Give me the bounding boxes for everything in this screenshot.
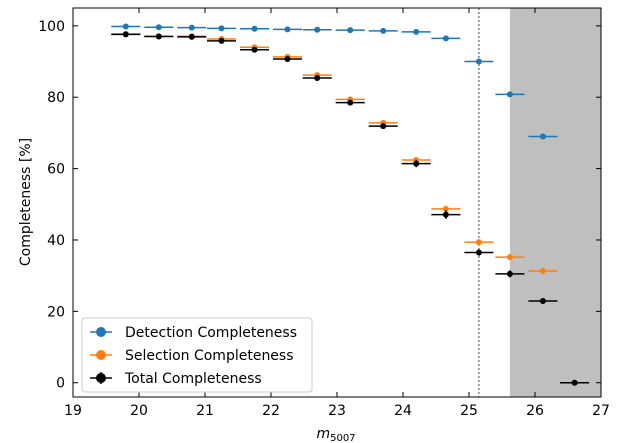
data-point — [347, 27, 354, 34]
data-point — [506, 91, 513, 98]
series-0 — [111, 23, 558, 140]
x-tick-label: 19 — [64, 403, 82, 419]
y-tick-label: 100 — [38, 19, 65, 35]
x-tick-label: 23 — [328, 403, 346, 419]
data-point — [442, 205, 449, 212]
data-point — [314, 74, 321, 81]
legend-marker — [96, 350, 106, 360]
x-tick-label: 27 — [592, 403, 610, 419]
data-point — [122, 31, 129, 38]
data-point — [442, 211, 449, 218]
x-tick-label: 22 — [262, 403, 280, 419]
y-tick-label: 40 — [47, 233, 65, 249]
magnitude-limit-shade — [509, 8, 601, 397]
x-tick-label: 26 — [526, 403, 544, 419]
legend-entry: Detection Completeness — [90, 325, 297, 341]
data-point — [475, 58, 482, 65]
data-point — [413, 160, 420, 167]
data-point — [442, 35, 449, 42]
data-point — [155, 33, 162, 40]
legend: Detection Completeness Selection Complete… — [81, 317, 313, 393]
legend-marker — [96, 373, 106, 383]
legend-label: Detection Completeness — [125, 325, 297, 341]
data-point — [380, 27, 387, 34]
legend-frame — [81, 317, 313, 393]
data-point — [571, 379, 578, 386]
data-point — [413, 28, 420, 35]
data-point — [506, 270, 513, 277]
data-point — [251, 25, 258, 32]
data-point — [284, 26, 291, 33]
data-point — [188, 24, 195, 31]
data-point — [475, 249, 482, 256]
data-point — [475, 239, 482, 246]
legend-entry: Total Completeness — [90, 371, 262, 387]
data-point — [155, 24, 162, 31]
x-tick-label: 25 — [460, 403, 478, 419]
y-tick-label: 20 — [47, 304, 65, 320]
x-axis-label: m5007 — [316, 426, 355, 443]
data-point — [539, 133, 546, 140]
data-point — [539, 268, 546, 275]
shade-layer — [509, 8, 601, 397]
x-tick-label: 21 — [196, 403, 214, 419]
data-point — [506, 254, 513, 261]
data-point — [188, 33, 195, 40]
legend-label: Selection Completeness — [125, 348, 294, 364]
y-tick-label: 0 — [56, 376, 65, 392]
data-point — [539, 297, 546, 304]
data-point — [314, 26, 321, 33]
y-axis-label: Completeness [%] — [18, 138, 34, 266]
x-tick-label: 24 — [394, 403, 412, 419]
x-axis-label-subscript: 5007 — [330, 433, 355, 443]
series-2 — [111, 31, 590, 386]
y-tick-label: 60 — [47, 162, 65, 178]
legend-label: Total Completeness — [124, 371, 262, 387]
y-tick-label: 80 — [47, 90, 65, 106]
legend-marker — [96, 327, 106, 337]
data-point — [284, 56, 291, 63]
x-axis-label-main: m — [316, 426, 330, 442]
data-point — [251, 46, 258, 53]
legend-entry: Selection Completeness — [90, 348, 294, 364]
data-point — [380, 123, 387, 130]
data-point — [218, 37, 225, 44]
data-layer — [111, 23, 590, 386]
data-point — [218, 25, 225, 32]
tick-layer: 19 20 21 22 23 24 25 26 27 0 20 40 60 80 100 — [38, 8, 610, 419]
data-point — [347, 99, 354, 106]
data-point — [122, 23, 129, 30]
x-tick-label: 20 — [130, 403, 148, 419]
